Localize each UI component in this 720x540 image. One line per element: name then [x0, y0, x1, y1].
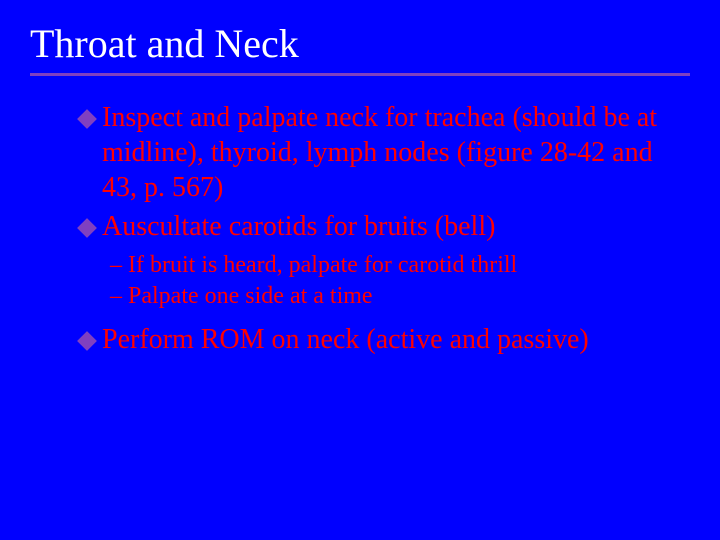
bullet-item: Inspect and palpate neck for trachea (sh…: [80, 100, 670, 205]
bullet-item: Auscultate carotids for bruits (bell): [80, 209, 670, 244]
bullet-item: Perform ROM on neck (active and passive): [80, 322, 670, 357]
sub-bullet-item: – Palpate one side at a time: [110, 281, 670, 312]
title-underline: Throat and Neck: [30, 20, 690, 76]
sub-bullet-item: – If bruit is heard, palpate for carotid…: [110, 250, 670, 281]
diamond-bullet-icon: [77, 331, 97, 351]
diamond-bullet-icon: [77, 109, 97, 129]
slide-content: Inspect and palpate neck for trachea (sh…: [30, 100, 690, 357]
slide: Throat and Neck Inspect and palpate neck…: [0, 0, 720, 540]
sub-bullet-list: – If bruit is heard, palpate for carotid…: [80, 250, 670, 312]
bullet-text: Auscultate carotids for bruits (bell): [102, 209, 495, 244]
bullet-text: Inspect and palpate neck for trachea (sh…: [102, 100, 670, 205]
bullet-text: Perform ROM on neck (active and passive): [102, 322, 589, 357]
diamond-bullet-icon: [77, 218, 97, 238]
slide-title: Throat and Neck: [30, 20, 690, 67]
